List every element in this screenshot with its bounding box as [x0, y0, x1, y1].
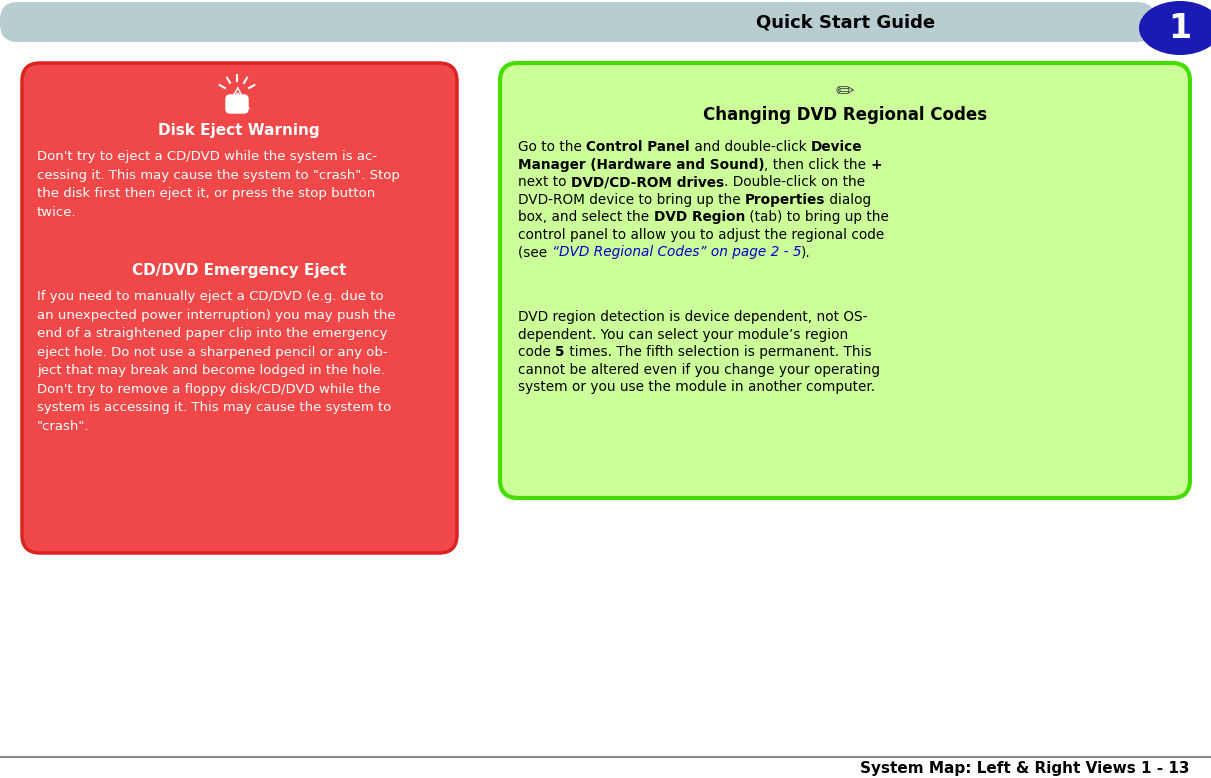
- Text: cannot be altered even if you change your operating: cannot be altered even if you change you…: [518, 363, 880, 377]
- Text: 5: 5: [556, 345, 564, 359]
- Text: (see: (see: [518, 245, 551, 259]
- Text: and double-click: and double-click: [690, 140, 811, 154]
- Text: DVD-ROM device to bring up the: DVD-ROM device to bring up the: [518, 192, 745, 206]
- Text: Go to the: Go to the: [518, 140, 586, 154]
- Text: dialog: dialog: [826, 192, 872, 206]
- Text: control panel to allow you to adjust the regional code: control panel to allow you to adjust the…: [518, 227, 884, 241]
- Text: box, and select the: box, and select the: [518, 210, 654, 224]
- Text: If you need to manually eject a CD/DVD (e.g. due to
an unexpected power interrup: If you need to manually eject a CD/DVD (…: [38, 290, 396, 433]
- Text: “DVD Regional Codes” on page 2 - 5: “DVD Regional Codes” on page 2 - 5: [551, 245, 800, 259]
- Text: System Map: Left & Right Views 1 - 13: System Map: Left & Right Views 1 - 13: [861, 761, 1190, 776]
- Text: (tab) to bring up the: (tab) to bring up the: [745, 210, 889, 224]
- Text: Quick Start Guide: Quick Start Guide: [756, 13, 935, 31]
- Text: Disk Eject Warning: Disk Eject Warning: [159, 122, 320, 138]
- Text: ☀: ☀: [231, 92, 242, 104]
- Text: DVD Region: DVD Region: [654, 210, 745, 224]
- Text: CD/DVD Emergency Eject: CD/DVD Emergency Eject: [132, 262, 346, 278]
- Text: code: code: [518, 345, 556, 359]
- Text: Manager (Hardware and Sound): Manager (Hardware and Sound): [518, 157, 764, 171]
- FancyBboxPatch shape: [0, 2, 1155, 42]
- Text: system or you use the module in another computer.: system or you use the module in another …: [518, 380, 876, 394]
- Text: , then click the: , then click the: [764, 157, 871, 171]
- Text: DVD/CD-ROM drives: DVD/CD-ROM drives: [570, 175, 724, 189]
- Text: DVD region detection is device dependent, not OS-: DVD region detection is device dependent…: [518, 310, 867, 324]
- Text: . Double-click on the: . Double-click on the: [724, 175, 865, 189]
- FancyBboxPatch shape: [500, 63, 1190, 498]
- FancyBboxPatch shape: [22, 63, 457, 553]
- Text: Control Panel: Control Panel: [586, 140, 690, 154]
- Ellipse shape: [1140, 1, 1211, 55]
- Text: times. The fifth selection is permanent. This: times. The fifth selection is permanent.…: [564, 345, 872, 359]
- Text: 1: 1: [1169, 12, 1192, 44]
- Text: Device: Device: [811, 140, 862, 154]
- Text: ✏: ✏: [836, 82, 854, 102]
- Text: Properties: Properties: [745, 192, 826, 206]
- Text: dependent. You can select your module’s region: dependent. You can select your module’s …: [518, 328, 848, 342]
- FancyBboxPatch shape: [226, 95, 248, 113]
- Text: +: +: [871, 157, 883, 171]
- Text: Don't try to eject a CD/DVD while the system is ac-
cessing it. This may cause t: Don't try to eject a CD/DVD while the sy…: [38, 150, 400, 219]
- Text: Changing DVD Regional Codes: Changing DVD Regional Codes: [702, 106, 987, 124]
- Text: ⚠: ⚠: [223, 86, 251, 114]
- Text: next to: next to: [518, 175, 570, 189]
- Text: ).: ).: [800, 245, 810, 259]
